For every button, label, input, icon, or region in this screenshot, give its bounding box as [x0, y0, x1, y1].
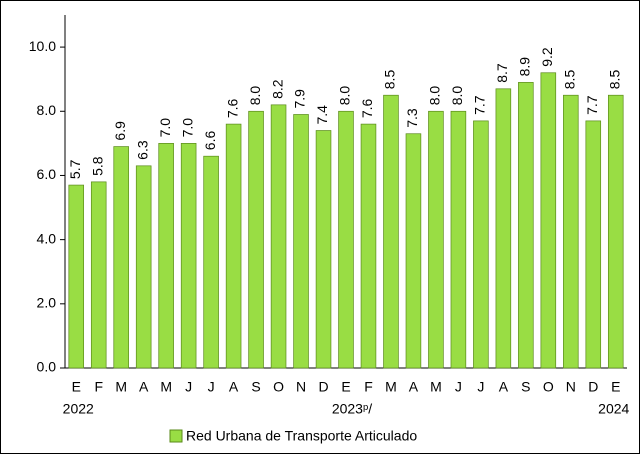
bar: [450, 110, 467, 369]
x-tick-label: D: [588, 379, 598, 395]
legend-swatch: [169, 429, 183, 443]
x-tick-label: S: [251, 379, 260, 395]
bar: [113, 146, 129, 369]
bar: [180, 143, 197, 369]
bar: [473, 120, 489, 369]
x-tick-label: A: [139, 379, 149, 395]
value-label: 8.9: [517, 57, 533, 77]
bar: [518, 82, 534, 369]
bar: [90, 181, 107, 369]
value-label: 8.2: [269, 79, 285, 99]
y-tick-label: 2.0: [37, 295, 57, 311]
value-label: 8.0: [449, 86, 465, 106]
year-label: 2023ᵖ/: [332, 401, 372, 417]
value-label: 6.6: [202, 131, 218, 151]
x-tick-label: M: [160, 379, 172, 395]
x-tick-label: A: [409, 379, 419, 395]
value-label: 7.4: [314, 105, 330, 125]
x-tick-label: A: [229, 379, 239, 395]
bar: [428, 110, 444, 369]
value-label: 7.7: [584, 95, 600, 115]
value-label: 7.9: [292, 89, 308, 109]
value-label: 6.9: [112, 121, 128, 141]
bar: [203, 155, 219, 369]
value-label: 7.6: [359, 98, 375, 118]
bar: [135, 165, 152, 369]
x-tick-label: E: [341, 379, 350, 395]
value-label: 8.5: [606, 70, 622, 90]
bar: [68, 184, 85, 369]
value-label: 8.0: [247, 86, 263, 106]
value-label: 5.8: [89, 156, 105, 176]
bar: [270, 104, 287, 369]
x-tick-label: A: [499, 379, 509, 395]
legend-label: Red Urbana de Transporte Articulado: [186, 428, 417, 444]
x-tick-label: F: [364, 379, 373, 395]
value-label: 9.2: [539, 47, 555, 67]
bar: [540, 72, 557, 369]
bar: [405, 133, 422, 369]
x-tick-label: M: [115, 379, 127, 395]
bar: [607, 94, 624, 369]
value-label: 7.6: [224, 98, 240, 118]
bar: [360, 123, 377, 369]
y-tick-label: 8.0: [37, 102, 57, 118]
x-tick-label: D: [318, 379, 328, 395]
year-label: 2024: [598, 401, 629, 417]
value-label: 5.7: [67, 159, 83, 179]
value-label: 6.3: [134, 140, 150, 160]
bar: [383, 94, 399, 369]
value-label: 7.3: [404, 108, 420, 128]
y-tick-label: 4.0: [37, 230, 57, 246]
bar: [563, 94, 579, 369]
y-tick-label: 0.0: [37, 359, 57, 375]
value-label: 7.0: [157, 118, 173, 138]
x-tick-label: J: [208, 379, 215, 395]
value-label: 8.5: [562, 70, 578, 90]
bar: [293, 114, 309, 369]
x-tick-label: J: [455, 379, 462, 395]
y-tick-label: 6.0: [37, 166, 57, 182]
bar: [585, 120, 602, 369]
bar: [158, 143, 174, 369]
bar: [495, 88, 512, 369]
year-label: 2022: [63, 401, 94, 417]
bar: [248, 110, 264, 369]
x-tick-label: N: [296, 379, 306, 395]
value-label: 8.5: [382, 70, 398, 90]
y-tick-label: 10.0: [29, 38, 56, 54]
bar: [315, 130, 332, 369]
x-tick-label: F: [94, 379, 103, 395]
x-tick-label: O: [543, 379, 554, 395]
x-tick-label: J: [185, 379, 192, 395]
bar: [225, 123, 242, 369]
x-tick-label: O: [273, 379, 284, 395]
x-tick-label: N: [566, 379, 576, 395]
value-label: 8.0: [427, 86, 443, 106]
value-label: 8.0: [337, 86, 353, 106]
x-tick-label: M: [385, 379, 397, 395]
value-label: 7.7: [472, 95, 488, 115]
x-tick-label: E: [72, 379, 81, 395]
value-label: 7.0: [179, 118, 195, 138]
x-tick-label: S: [521, 379, 530, 395]
x-tick-label: J: [477, 379, 484, 395]
x-tick-label: E: [611, 379, 620, 395]
x-tick-label: M: [430, 379, 442, 395]
value-label: 8.7: [494, 63, 510, 83]
bar: [338, 110, 354, 369]
